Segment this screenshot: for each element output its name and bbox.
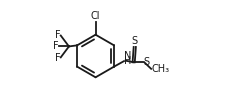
Text: F: F — [55, 30, 60, 40]
Text: N: N — [124, 51, 132, 61]
Text: CH₃: CH₃ — [151, 64, 169, 74]
Text: F: F — [55, 53, 60, 63]
Text: Cl: Cl — [91, 11, 100, 21]
Text: S: S — [132, 36, 138, 46]
Text: S: S — [143, 57, 149, 67]
Text: H: H — [124, 56, 132, 66]
Text: F: F — [53, 41, 59, 51]
